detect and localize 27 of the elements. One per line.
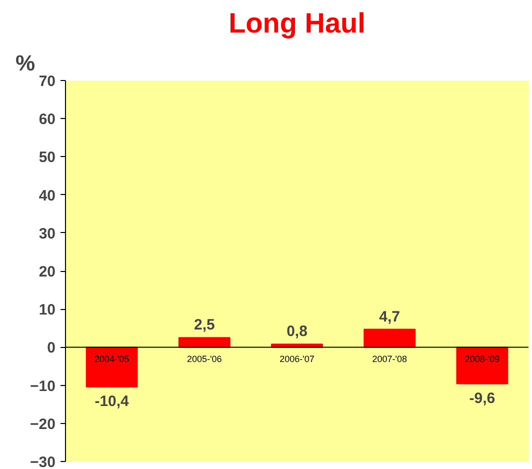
y-tick-label: 50 (38, 149, 56, 166)
x-tick-label: 2004-'05 (94, 354, 130, 364)
y-tick-label: 30 (38, 225, 56, 242)
y-tick-label: 70 (38, 73, 56, 90)
bar (456, 346, 508, 384)
y-tick-label: 0 (47, 340, 56, 357)
chart-title: Long Haul (228, 8, 366, 38)
y-tick-label: 40 (38, 187, 56, 204)
x-tick-label: 2005-'06 (187, 354, 222, 364)
data-label: 4,7 (379, 308, 400, 326)
y-axis-title: % (16, 50, 36, 76)
y-tick-label: 60 (38, 111, 56, 128)
y-tick-label: −10 (30, 378, 56, 395)
data-label: -10,4 (94, 392, 130, 410)
x-tick-label: 2007-'08 (372, 354, 407, 364)
bar (364, 328, 416, 348)
x-tick-label: 2006-'07 (280, 354, 314, 364)
y-tick-label: 10 (38, 302, 56, 319)
y-tick-label: −30 (30, 454, 56, 469)
x-tick-label: 2008-'09 (464, 354, 500, 364)
bar (178, 337, 230, 348)
y-tick-label: 20 (38, 264, 56, 280)
bar (86, 346, 138, 388)
y-tick-label: −20 (30, 416, 56, 433)
data-label: 2,5 (194, 316, 215, 334)
data-label: 0,8 (286, 323, 308, 340)
data-label: -9,6 (469, 390, 496, 407)
